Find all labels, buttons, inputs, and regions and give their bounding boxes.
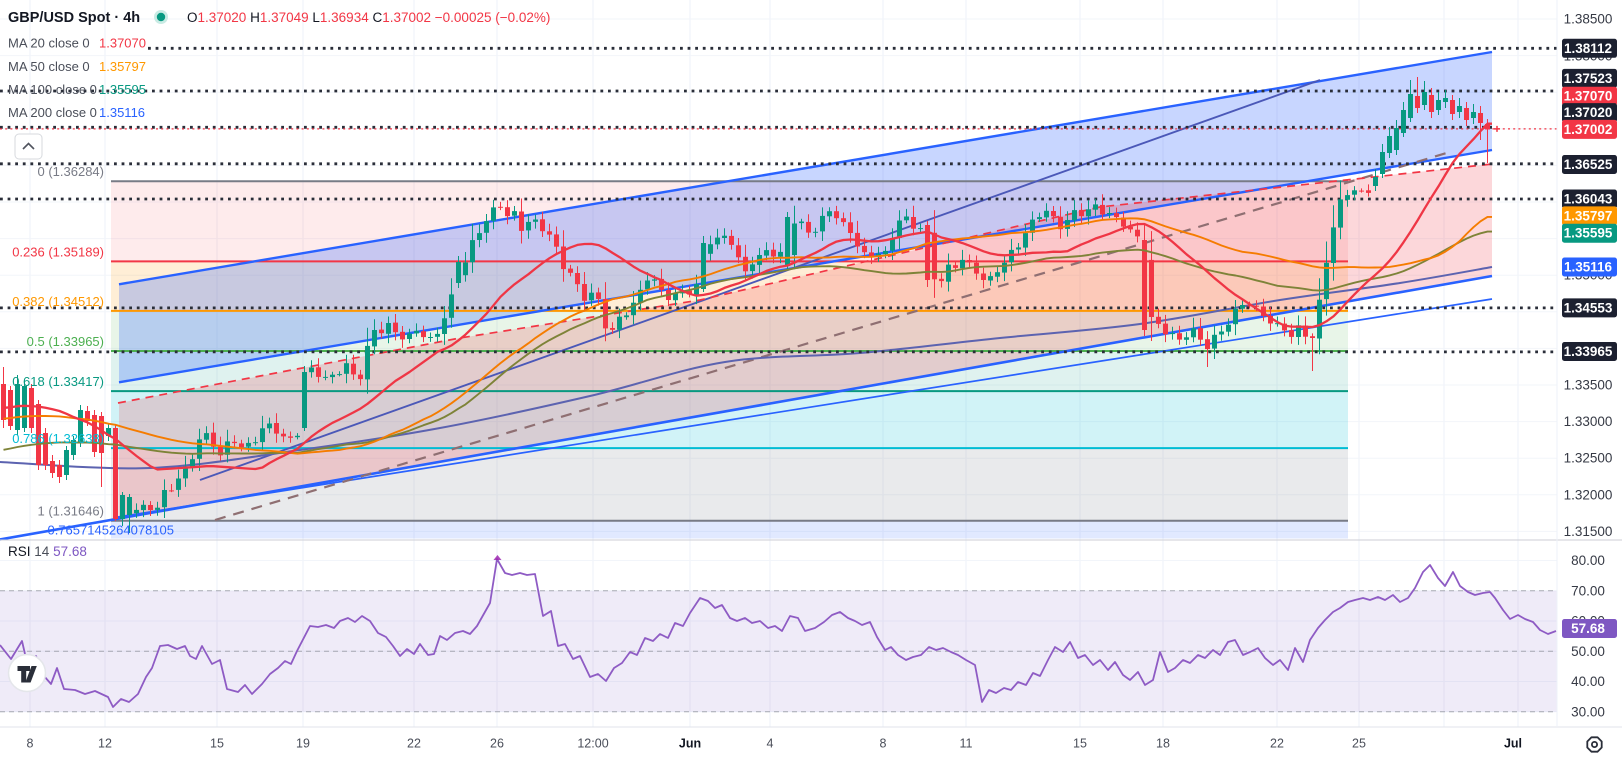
svg-text:MA 200 close 0: MA 200 close 0: [8, 105, 97, 120]
svg-text:30.00: 30.00: [1571, 704, 1605, 719]
svg-text:11: 11: [960, 737, 973, 751]
svg-text:15: 15: [210, 737, 224, 751]
svg-text:1.35797: 1.35797: [99, 59, 146, 74]
svg-text:70.00: 70.00: [1571, 583, 1605, 598]
svg-text:1.34553: 1.34553: [1564, 300, 1613, 315]
svg-text:15: 15: [1073, 737, 1087, 751]
svg-text:1.33000: 1.33000: [1564, 414, 1613, 429]
svg-text:0.382 (1.34512): 0.382 (1.34512): [12, 294, 104, 309]
svg-text:26: 26: [490, 737, 504, 751]
svg-text:0.786 (1.32638): 0.786 (1.32638): [12, 431, 104, 446]
svg-text:8: 8: [880, 737, 887, 751]
svg-text:18: 18: [1156, 737, 1170, 751]
svg-text:1.35797: 1.35797: [1564, 208, 1613, 223]
svg-text:12:00: 12:00: [577, 737, 608, 751]
svg-text:1 (1.31646): 1 (1.31646): [38, 504, 105, 519]
svg-text:1.35116: 1.35116: [99, 105, 145, 120]
svg-text:40.00: 40.00: [1571, 674, 1605, 689]
svg-text:0.7657145264078105: 0.7657145264078105: [47, 523, 174, 538]
svg-text:22: 22: [1270, 737, 1284, 751]
svg-text:0 (1.36284): 0 (1.36284): [38, 164, 105, 179]
svg-text:1.35116: 1.35116: [1564, 260, 1613, 275]
svg-text:Jun: Jun: [679, 737, 701, 751]
svg-text:1.37523: 1.37523: [1564, 71, 1613, 86]
svg-text:MA 50 close 0: MA 50 close 0: [8, 59, 90, 74]
svg-text:1.37070: 1.37070: [1564, 89, 1613, 104]
svg-text:50.00: 50.00: [1571, 644, 1605, 659]
svg-text:1.36525: 1.36525: [1564, 157, 1613, 172]
svg-text:GBP/USD Spot · 4h: GBP/USD Spot · 4h: [8, 10, 140, 26]
svg-text:1.32500: 1.32500: [1564, 451, 1613, 466]
svg-text:1.37020: 1.37020: [1564, 105, 1613, 120]
svg-text:1.37002: 1.37002: [1564, 122, 1613, 137]
svg-text:1.37070: 1.37070: [99, 36, 146, 51]
svg-text:0.236 (1.35189): 0.236 (1.35189): [12, 244, 104, 259]
svg-text:1.33965: 1.33965: [1564, 344, 1613, 359]
svg-text:80.00: 80.00: [1571, 553, 1605, 568]
svg-text:RSI 14 57.68: RSI 14 57.68: [8, 544, 87, 559]
svg-text:1.31500: 1.31500: [1564, 524, 1613, 539]
svg-text:4: 4: [767, 737, 774, 751]
svg-text:12: 12: [98, 737, 112, 751]
svg-text:0.5 (1.33965): 0.5 (1.33965): [27, 334, 104, 349]
svg-text:1.33500: 1.33500: [1564, 378, 1613, 393]
svg-text:8: 8: [27, 737, 34, 751]
svg-text:57.68: 57.68: [1571, 621, 1605, 636]
svg-text:1.35595: 1.35595: [1564, 226, 1613, 241]
svg-text:1.35595: 1.35595: [99, 82, 146, 97]
svg-text:Jul: Jul: [1504, 737, 1522, 751]
svg-text:1.36043: 1.36043: [1564, 192, 1613, 207]
svg-text:O1.37020 H1.37049 L1.36934 C1.: O1.37020 H1.37049 L1.36934 C1.37002 −0.0…: [187, 10, 550, 25]
svg-text:1.32000: 1.32000: [1564, 487, 1613, 502]
svg-text:MA 20 close 0: MA 20 close 0: [8, 36, 90, 51]
svg-text:25: 25: [1352, 737, 1366, 751]
svg-text:1.38500: 1.38500: [1564, 12, 1613, 27]
svg-text:MA 100 close 0: MA 100 close 0: [8, 82, 97, 97]
svg-text:19: 19: [296, 737, 310, 751]
svg-text:22: 22: [407, 737, 421, 751]
svg-text:0.618 (1.33417): 0.618 (1.33417): [12, 374, 104, 389]
svg-text:1.38112: 1.38112: [1564, 41, 1612, 56]
